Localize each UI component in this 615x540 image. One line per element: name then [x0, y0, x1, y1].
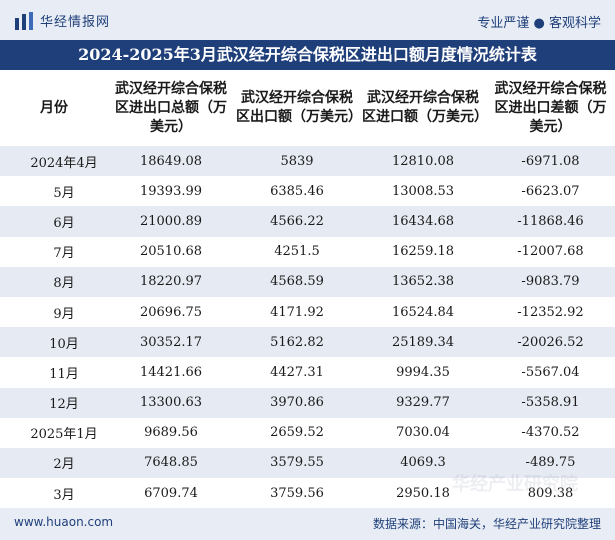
cell-export: 4427.31: [234, 357, 360, 388]
cell-export: 4171.92: [234, 296, 360, 328]
cell-balance: -6623.07: [486, 176, 615, 207]
cell-import: 2950.18: [360, 478, 486, 509]
top-bar: 华经情报网 专业严谨 ● 客观科学: [0, 0, 615, 40]
cell-total: 18220.97: [108, 266, 234, 297]
cell-import: 4069.3: [360, 447, 486, 479]
cell-total: 6709.74: [108, 478, 234, 509]
cell-month: 7月: [0, 236, 108, 267]
cell-total: 18649.08: [108, 146, 234, 177]
cell-export: 6385.46: [234, 176, 360, 207]
cell-import: 12810.08: [360, 146, 486, 177]
cell-balance: 809.38: [486, 478, 615, 509]
column-header-balance: 武汉经开综合保税区进出口差额（万美元）: [486, 70, 615, 146]
cell-total: 14421.66: [108, 357, 234, 388]
cell-import: 16434.68: [360, 206, 486, 237]
cell-import: 16524.84: [360, 296, 486, 328]
table-row: 7月 20510.68 4251.5 16259.18 -12007.68: [0, 236, 615, 267]
cell-export: 4568.59: [234, 266, 360, 297]
cell-import: 7030.04: [360, 417, 486, 448]
cell-import: 9329.77: [360, 387, 486, 418]
table-row: 12月 13300.63 3970.86 9329.77 -5358.91: [0, 387, 615, 418]
cell-balance: -6971.08: [486, 146, 615, 177]
cell-balance: -9083.79: [486, 266, 615, 297]
cell-total: 19393.99: [108, 176, 234, 207]
cell-balance: -489.75: [486, 447, 615, 479]
cell-export: 3759.56: [234, 478, 360, 509]
cell-month: 12月: [0, 387, 108, 418]
table-row: 9月 20696.75 4171.92 16524.84 -12352.92: [0, 296, 615, 328]
table-row: 6月 21000.89 4566.22 16434.68 -11868.46: [0, 206, 615, 237]
cell-balance: -12352.92: [486, 296, 615, 328]
cell-export: 2659.52: [234, 417, 360, 448]
cell-month: 2025年1月: [0, 417, 108, 448]
cell-month: 3月: [0, 478, 108, 509]
logo-icon: [15, 11, 33, 30]
footer-source: 数据来源：中国海关，华经产业研究院整理: [372, 517, 601, 531]
column-header-import: 武汉经开综合保税区进口额（万美元）: [360, 70, 488, 146]
cell-export: 3970.86: [234, 387, 360, 418]
table-row: 10月 30352.17 5162.82 25189.34 -20026.52: [0, 327, 615, 358]
cell-export: 5839: [234, 146, 360, 177]
table-row: 3月 6709.74 3759.56 2950.18 809.38: [0, 478, 615, 509]
cell-month: 2月: [0, 447, 108, 479]
cell-total: 20696.75: [108, 296, 234, 328]
data-table: 月份 武汉经开综合保税区进出口总额（万美元） 武汉经开综合保税区出口额（万美元）…: [0, 70, 615, 509]
column-header-export: 武汉经开综合保税区出口额（万美元）: [234, 70, 362, 146]
logo-text: 华经情报网: [40, 15, 111, 30]
cell-balance: -11868.46: [486, 206, 615, 237]
footer: www.huaon.com 数据来源：中国海关，华经产业研究院整理: [0, 508, 615, 540]
cell-balance: -5358.91: [486, 387, 615, 418]
cell-import: 25189.34: [360, 327, 486, 358]
table-row: 2024年4月 18649.08 5839 12810.08 -6971.08: [0, 146, 615, 177]
cell-export: 4251.5: [234, 236, 360, 267]
table-row: 2025年1月 9689.56 2659.52 7030.04 -4370.52: [0, 417, 615, 448]
column-header-month: 月份: [0, 70, 108, 146]
column-header-total: 武汉经开综合保税区进出口总额（万美元）: [108, 70, 234, 146]
table-row: 11月 14421.66 4427.31 9994.35 -5567.04: [0, 357, 615, 388]
cell-total: 13300.63: [108, 387, 234, 418]
cell-import: 13008.53: [360, 176, 486, 207]
cell-month: 8月: [0, 266, 108, 297]
cell-balance: -4370.52: [486, 417, 615, 448]
cell-import: 16259.18: [360, 236, 486, 267]
cell-month: 2024年4月: [0, 146, 108, 177]
cell-total: 21000.89: [108, 206, 234, 237]
logo: 华经情报网: [14, 11, 110, 30]
cell-import: 9994.35: [360, 357, 486, 388]
cell-balance: -12007.68: [486, 236, 615, 267]
footer-site: www.huaon.com: [14, 515, 114, 529]
cell-total: 20510.68: [108, 236, 234, 267]
cell-total: 30352.17: [108, 327, 234, 358]
cell-month: 11月: [0, 357, 108, 388]
table-row: 5月 19393.99 6385.46 13008.53 -6623.07: [0, 176, 615, 207]
cell-export: 4566.22: [234, 206, 360, 237]
page-title: 2024-2025年3月武汉经开综合保税区进出口额月度情况统计表: [0, 40, 615, 70]
cell-export: 3579.55: [234, 447, 360, 479]
cell-month: 5月: [0, 176, 108, 207]
cell-balance: -20026.52: [486, 327, 615, 358]
cell-import: 13652.38: [360, 266, 486, 297]
cell-total: 7648.85: [108, 447, 234, 479]
cell-export: 5162.82: [234, 327, 360, 358]
cell-month: 6月: [0, 206, 108, 237]
cell-month: 10月: [0, 327, 108, 358]
table-row: 8月 18220.97 4568.59 13652.38 -9083.79: [0, 266, 615, 297]
cell-balance: -5567.04: [486, 357, 615, 388]
cell-month: 9月: [0, 296, 108, 328]
table-header-row: 月份 武汉经开综合保税区进出口总额（万美元） 武汉经开综合保税区出口额（万美元）…: [0, 70, 615, 146]
cell-total: 9689.56: [108, 417, 234, 448]
table-row: 2月 7648.85 3579.55 4069.3 -489.75: [0, 447, 615, 479]
tagline: 专业严谨 ● 客观科学: [477, 16, 601, 31]
